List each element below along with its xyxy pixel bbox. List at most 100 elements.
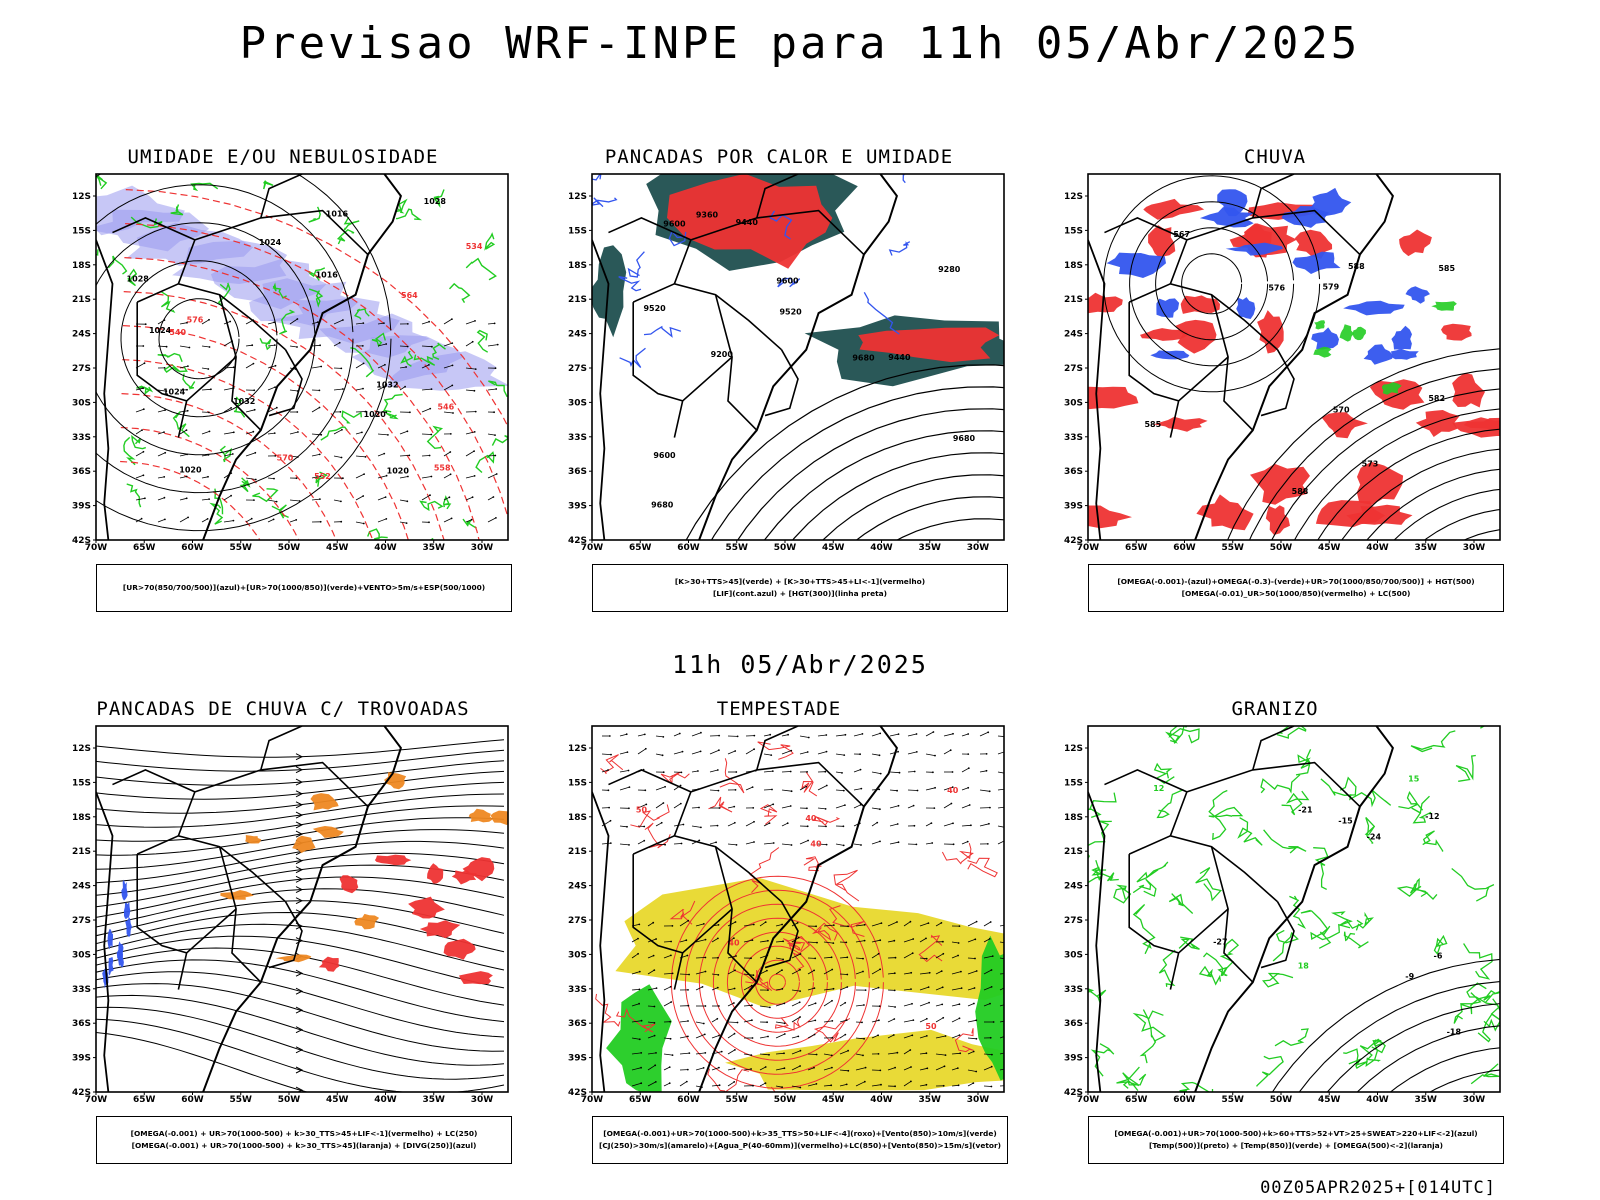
lon-label: 65W: [629, 1095, 652, 1105]
contour-label: 576: [1268, 283, 1285, 292]
wind-vector-head: [733, 821, 736, 824]
precip-water-contour: [941, 842, 974, 865]
wind-vector-head: [655, 987, 658, 989]
wind-vector-head: [736, 735, 739, 738]
wind-vector: [355, 432, 363, 435]
wind-vector: [333, 388, 343, 391]
omega-red-area: [1265, 505, 1290, 535]
contour-label: 1016: [326, 210, 349, 219]
wind-vector-head: [428, 454, 431, 457]
state-border: [177, 209, 369, 285]
wind-vector: [979, 731, 989, 737]
wind-vector: [157, 345, 167, 348]
wind-vector: [631, 1020, 642, 1023]
wind-vector: [871, 1084, 882, 1087]
wind-vector-head: [894, 1085, 896, 1088]
omega-red-area: [1415, 410, 1460, 437]
wind-vector: [465, 367, 476, 370]
wind-vector-head: [207, 368, 210, 370]
wind-vector-head: [960, 987, 963, 989]
wind-vector: [889, 789, 898, 792]
wind-vector-head: [495, 473, 498, 475]
wind-vector: [201, 345, 210, 348]
humidity-low-contour: [190, 182, 219, 192]
wind-vector-head: [654, 1064, 657, 1067]
wind-vector: [759, 1036, 769, 1039]
map-granizo: -12-15-18-21-24-27-9-615121812S15S18S21S…: [1064, 725, 1501, 1105]
wind-vector-head: [967, 786, 970, 789]
wind-vector: [871, 841, 881, 845]
wind-vector: [907, 805, 914, 809]
wind-vector: [807, 1034, 815, 1039]
humidity-low-contour: [484, 232, 496, 251]
streamline: [96, 1032, 309, 1092]
wind-vector: [943, 803, 952, 809]
wind-vector: [967, 921, 977, 927]
wind-vector-head: [931, 842, 934, 844]
wind-vector-head: [1006, 924, 1008, 926]
wind-vector-head: [752, 974, 755, 977]
omega-red-area: [1294, 229, 1333, 259]
wind-vector: [727, 1002, 735, 1007]
wind-vector: [817, 751, 827, 755]
lif-contour: [888, 241, 911, 256]
hgt500-contour: [1227, 348, 1500, 540]
wind-vector: [839, 973, 848, 975]
wind-vector-head: [474, 320, 476, 322]
divg-blue-area: [125, 917, 132, 938]
lon-label: 50W: [278, 543, 301, 553]
wind-vector: [791, 1036, 799, 1039]
wind-vector: [679, 1081, 688, 1087]
wind-vector-head: [670, 1001, 673, 1003]
wind-vector-head: [988, 822, 990, 825]
wind-vector-head: [772, 803, 775, 806]
wind-vector: [465, 341, 473, 347]
contour-label: 585: [1438, 264, 1455, 273]
humidity-low-contour: [157, 352, 183, 362]
wind-vector: [799, 751, 808, 755]
wind-vector: [355, 388, 364, 391]
wind-vector: [817, 785, 827, 791]
wind-vector: [961, 804, 970, 809]
wind-vector-head: [1008, 1003, 1010, 1005]
coastline: [698, 174, 898, 540]
wind-vector-head: [163, 319, 166, 321]
wind-vector: [679, 939, 687, 943]
contour-label: -9: [1405, 972, 1414, 981]
lat-label: 36S: [568, 1019, 587, 1029]
wind-vector: [663, 1053, 673, 1056]
wind-vector-head: [910, 971, 913, 974]
wind-vector: [157, 409, 166, 413]
wind-vector-head: [750, 1068, 752, 1070]
wind-vector-head: [975, 1070, 978, 1073]
wind-vector-head: [405, 522, 408, 524]
omega-blue-area: [1391, 325, 1412, 350]
wind-vector: [399, 499, 408, 502]
wind-vector: [967, 1082, 974, 1087]
wind-vector-head: [687, 1020, 689, 1022]
wind-vector-head: [1007, 972, 1009, 974]
wind-vector: [889, 805, 899, 809]
wind-vector-head: [163, 367, 166, 369]
lc850-contour: [684, 889, 870, 1075]
streamline-arrow: [295, 811, 304, 819]
wind-vector: [663, 955, 672, 959]
lon-label: 60W: [1173, 1095, 1196, 1105]
lon-label: 40W: [374, 543, 397, 553]
wind-vector: [289, 499, 300, 502]
wind-vector: [695, 1021, 704, 1024]
wind-vector: [887, 972, 895, 975]
wind-vector: [223, 495, 232, 501]
wind-vector-head: [897, 750, 899, 753]
wind-vector-head: [952, 732, 954, 735]
wind850-green-area: [975, 935, 1004, 1081]
wind-vector-head: [893, 989, 896, 992]
wind-vector-head: [671, 972, 674, 975]
wind-vector: [311, 498, 320, 501]
wind-vector-head: [340, 456, 343, 459]
wind-vector-head: [769, 733, 772, 736]
wind-vector-head: [807, 736, 810, 739]
wind-vector-head: [275, 500, 278, 503]
wind-vector: [179, 517, 189, 523]
